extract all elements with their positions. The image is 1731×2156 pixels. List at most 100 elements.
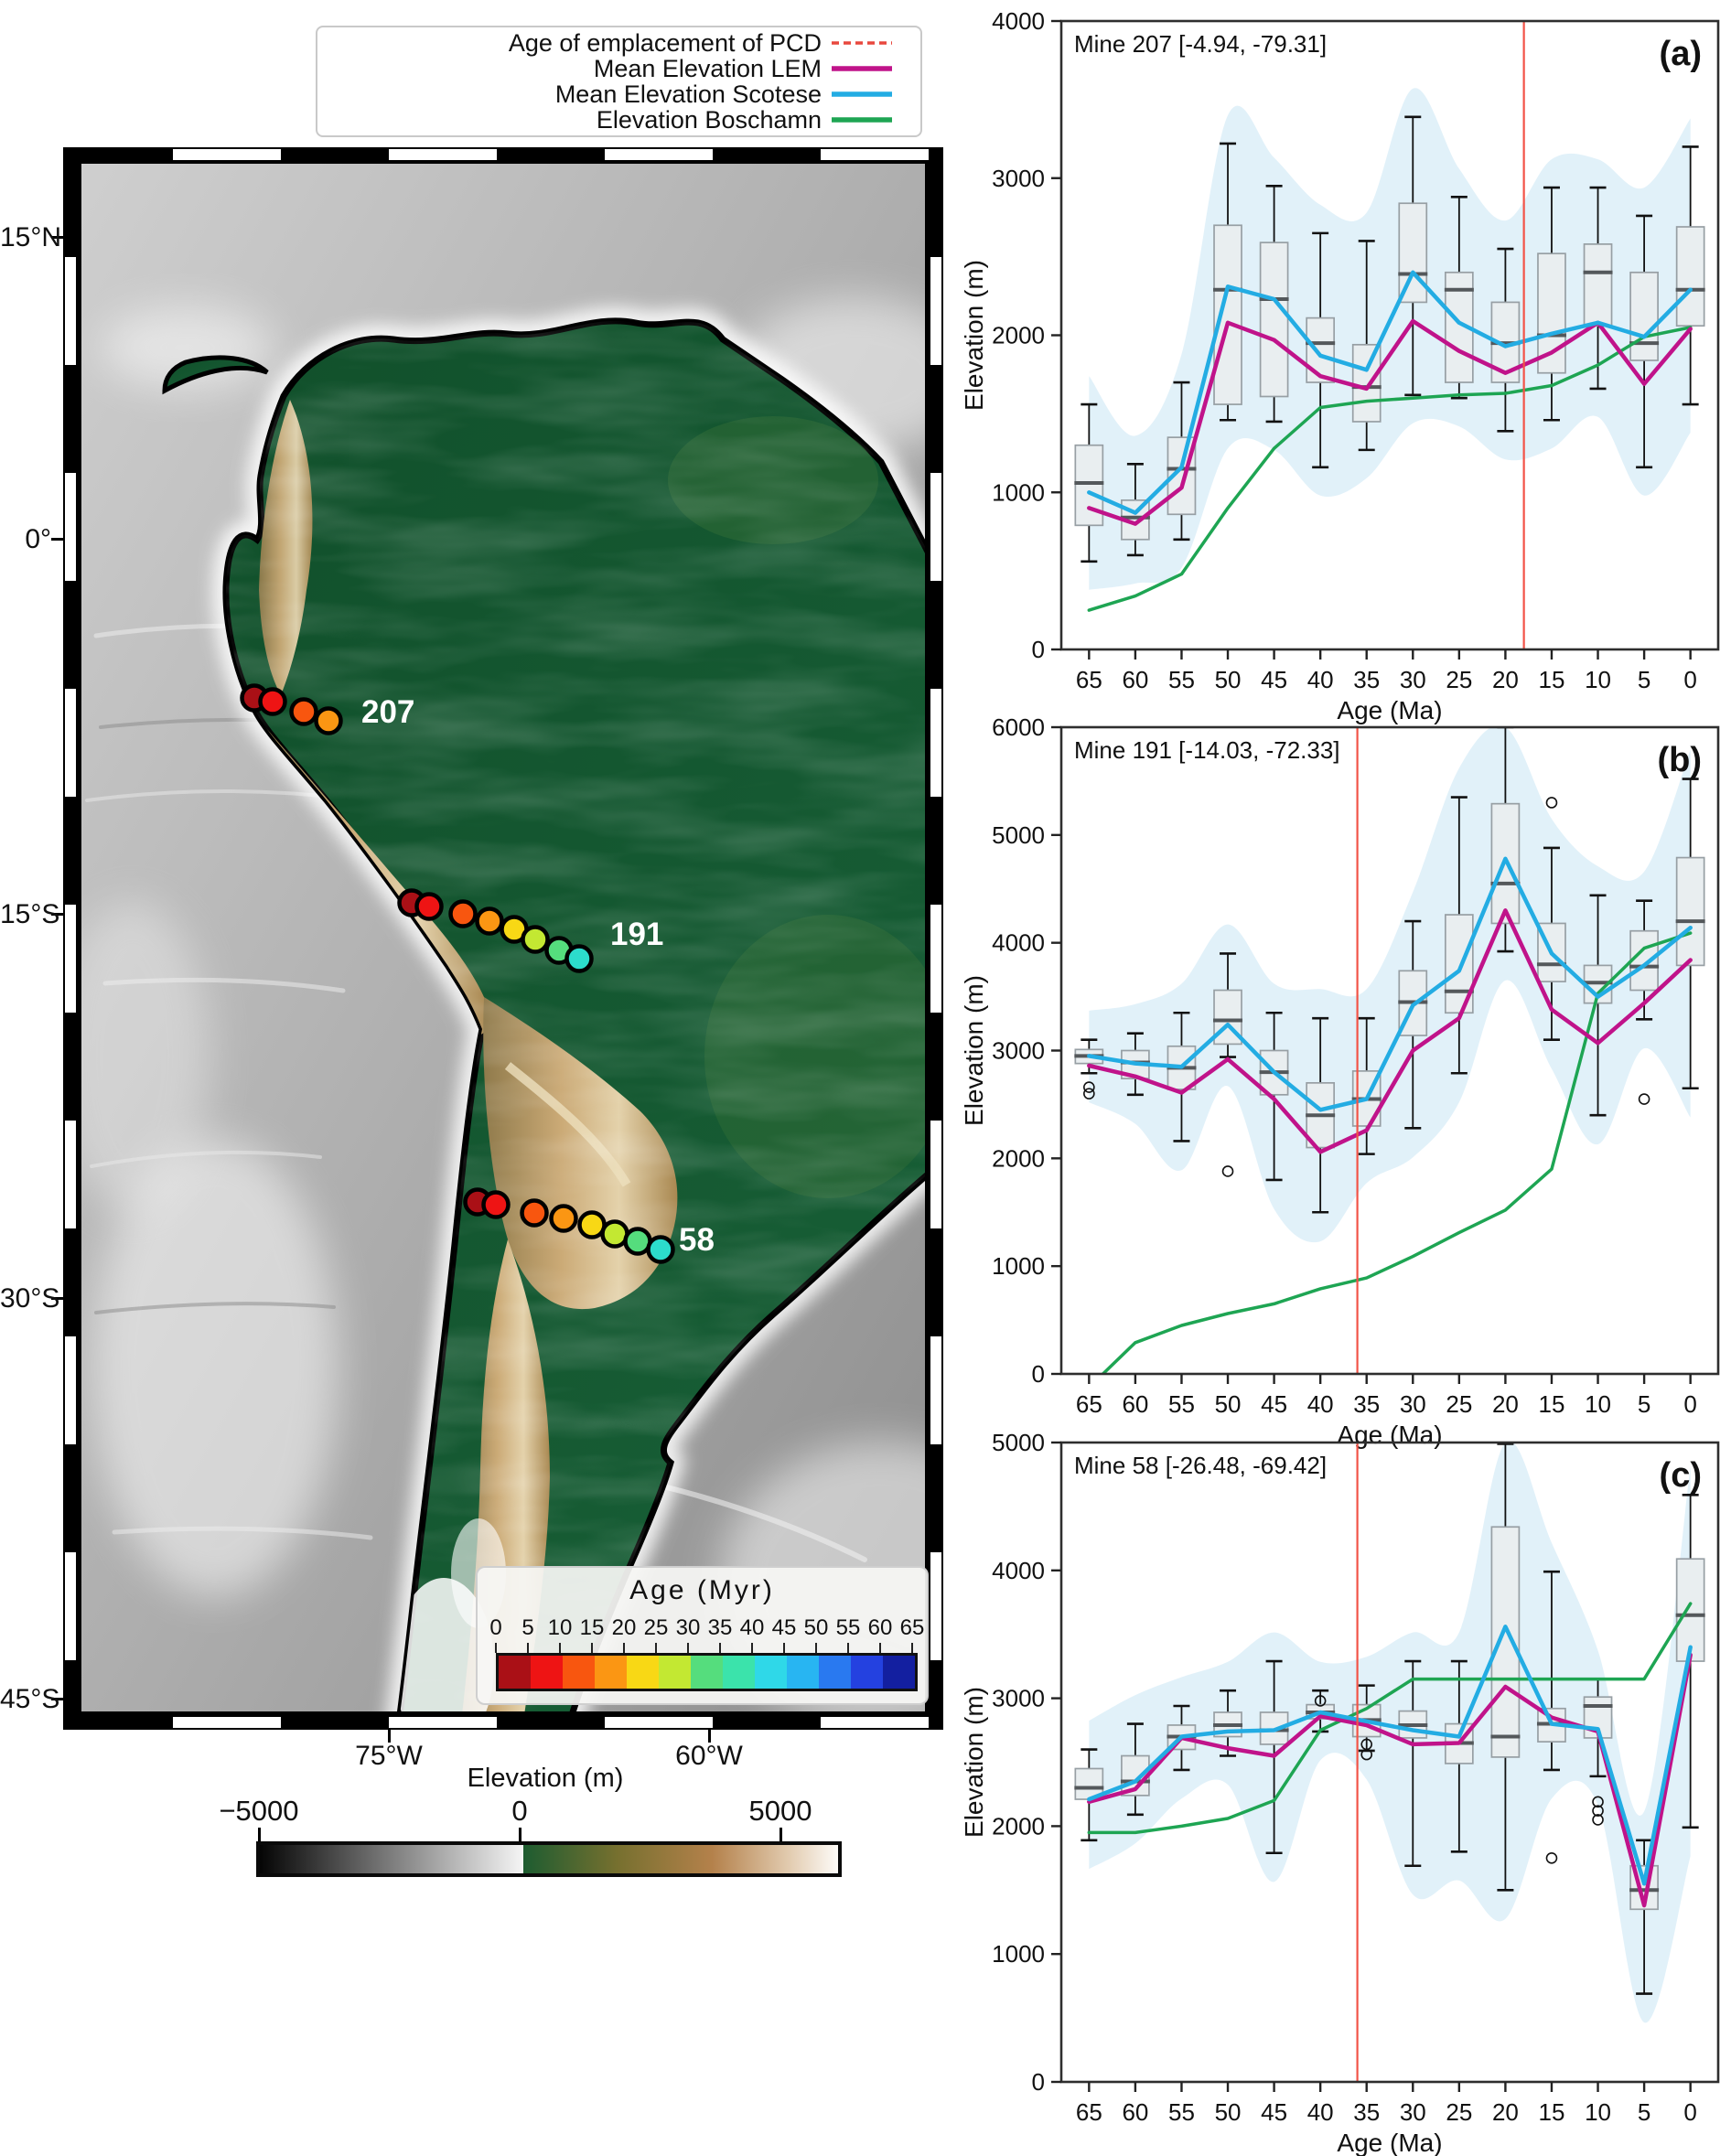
mine-age-dot (564, 944, 594, 973)
age-colorbar-gradient (496, 1653, 918, 1691)
age-tick-label: 35 (707, 1615, 733, 1640)
legend-sample-scotese (832, 91, 892, 97)
mine-label: 191 (610, 917, 663, 952)
mine-label: 207 (361, 694, 414, 730)
x-tick-label: 15 (1539, 1390, 1565, 1418)
lat-label-30s: 30°S (0, 1283, 60, 1314)
lat-tick-15s (51, 913, 64, 916)
x-tick-label: 35 (1353, 666, 1380, 693)
x-tick-label: 40 (1307, 2098, 1334, 2126)
x-tick-label: 55 (1168, 666, 1195, 693)
lat-label-15s: 15°S (0, 899, 60, 929)
y-tick-label: 0 (1032, 2068, 1045, 2096)
age-tick-label: 40 (739, 1615, 765, 1640)
outlier-point (1638, 1093, 1650, 1105)
lon-tick-75w (388, 1730, 391, 1743)
x-tick-label: 30 (1400, 666, 1426, 693)
series-line (1087, 318, 1693, 526)
x-tick-label: 45 (1261, 666, 1287, 693)
x-tick-label: 0 (1683, 666, 1696, 693)
y-tick-label: 0 (1032, 1360, 1045, 1388)
box (1629, 929, 1659, 992)
age-tick-label: 25 (643, 1615, 669, 1640)
age-color-cell (851, 1656, 883, 1689)
lon-label-75w: 75°W (355, 1741, 423, 1771)
age-tick-label: 5 (521, 1615, 534, 1640)
map-frame-right (929, 147, 943, 1730)
age-tickmark (687, 1643, 689, 1653)
y-tick-label: 2000 (992, 1812, 1045, 1840)
x-tick-label: 40 (1307, 666, 1334, 693)
age-tickmark (559, 1643, 561, 1653)
y-axis-label: Elevation (m) (960, 975, 988, 1126)
age-tick-label: 10 (547, 1615, 573, 1640)
mine-age-dot (646, 1235, 675, 1264)
mine-age-dot (314, 706, 343, 735)
age-color-cell (531, 1656, 563, 1689)
elevation-tick-5000: 5000 (748, 1795, 812, 1827)
outlier-point (1592, 1805, 1604, 1817)
age-tickmark (495, 1643, 497, 1653)
outlier-point (1314, 1695, 1327, 1707)
age-color-cell (499, 1656, 531, 1689)
elevation-tickmark-0 (519, 1828, 521, 1841)
age-tick-label: 45 (771, 1615, 797, 1640)
x-tick-label: 20 (1492, 1390, 1519, 1418)
box (1213, 224, 1242, 405)
y-tick-label: 3000 (992, 1685, 1045, 1712)
series-line (1087, 1625, 1693, 1886)
x-tick-label: 5 (1638, 1390, 1650, 1418)
x-tick-label: 45 (1261, 1390, 1287, 1418)
age-tickmark (751, 1643, 753, 1653)
x-tick-label: 25 (1446, 1390, 1472, 1418)
age-tick-label: 55 (835, 1615, 861, 1640)
y-tick-label: 1000 (992, 478, 1045, 506)
outlier-point (1592, 1814, 1604, 1826)
plot-frame (1059, 1441, 1720, 2084)
y-tick-label: 0 (1032, 636, 1045, 663)
legend-row-boschamn: Elevation Boschamn (327, 107, 895, 133)
series-line (1101, 931, 1693, 1374)
mine-age-dot (549, 1204, 578, 1233)
uncertainty-band (1089, 88, 1691, 590)
age-tickmark (719, 1643, 721, 1653)
panel-title: Mine 207 [-4.94, -79.31] (1074, 30, 1327, 58)
elevation-land-gradient (523, 1845, 838, 1873)
x-tick-label: 30 (1400, 1390, 1426, 1418)
y-tick-label: 3000 (992, 165, 1045, 192)
x-tick-label: 25 (1446, 666, 1472, 693)
legend-row-scotese: Mean Elevation Scotese (327, 81, 895, 107)
x-tick-label: 20 (1492, 666, 1519, 693)
lat-label-0: 0° (25, 524, 51, 554)
x-tick-label: 45 (1261, 2098, 1287, 2126)
y-tick-label: 4000 (992, 1557, 1045, 1584)
age-color-cell (755, 1656, 787, 1689)
age-tick-label: 15 (579, 1615, 605, 1640)
legend-label-scotese: Mean Elevation Scotese (554, 80, 822, 108)
elevation-tickmark-neg5000 (258, 1828, 261, 1841)
lat-tick-30s (51, 1297, 64, 1300)
legend-row-pcd: Age of emplacement of PCD (327, 30, 895, 56)
x-tick-label: 55 (1168, 1390, 1195, 1418)
x-tick-label: 15 (1539, 2098, 1565, 2126)
age-color-cell (595, 1656, 627, 1689)
age-colorbar: Age (Myr) 0 5 10 15 20 25 30 35 40 45 50 55 60 65 (476, 1566, 929, 1705)
age-color-cell (723, 1656, 755, 1689)
x-tick-label: 60 (1122, 2098, 1148, 2126)
age-colorbar-title: Age (Myr) (629, 1575, 775, 1605)
legend-sample-lem (832, 66, 892, 71)
series-line (1087, 326, 1693, 612)
x-tick-label: 65 (1076, 1390, 1102, 1418)
mine-age-dot (481, 1190, 511, 1219)
y-tick-label: 1000 (992, 1252, 1045, 1280)
y-tick-label: 3000 (992, 1037, 1045, 1065)
series-line (1087, 908, 1693, 1154)
age-tickmark (783, 1643, 785, 1653)
series-line (1087, 856, 1693, 1112)
elevation-tickmark-5000 (779, 1828, 782, 1841)
box (1675, 226, 1705, 327)
outlier-point (1083, 1081, 1095, 1093)
age-tickmark (847, 1643, 849, 1653)
lat-label-15n: 15°N (0, 222, 62, 252)
uncertainty-band (1089, 1443, 1691, 2023)
